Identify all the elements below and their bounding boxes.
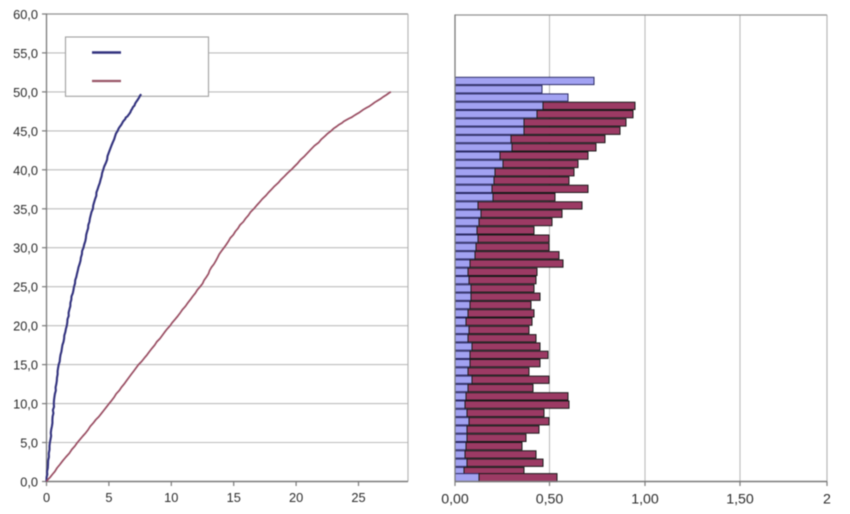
svg-text:0,00: 0,00 bbox=[441, 492, 469, 508]
svg-text:0,0: 0,0 bbox=[20, 475, 38, 490]
svg-text:35,0: 35,0 bbox=[13, 202, 38, 217]
svg-text:25,0: 25,0 bbox=[13, 280, 38, 295]
svg-text:5,0: 5,0 bbox=[20, 436, 38, 451]
svg-text:15,0: 15,0 bbox=[13, 358, 38, 373]
svg-text:30,0: 30,0 bbox=[13, 241, 38, 256]
svg-text:15: 15 bbox=[227, 490, 241, 505]
svg-text:55,0: 55,0 bbox=[13, 46, 38, 61]
svg-text:0,50: 0,50 bbox=[536, 492, 564, 508]
svg-text:50,0: 50,0 bbox=[13, 85, 38, 100]
svg-text:1,00: 1,00 bbox=[631, 492, 659, 508]
svg-text:0: 0 bbox=[43, 490, 50, 505]
svg-text:2: 2 bbox=[823, 492, 831, 508]
svg-text:20: 20 bbox=[289, 490, 303, 505]
svg-text:60,0: 60,0 bbox=[13, 7, 38, 22]
svg-text:45,0: 45,0 bbox=[13, 124, 38, 139]
svg-text:40,0: 40,0 bbox=[13, 163, 38, 178]
svg-text:5: 5 bbox=[105, 490, 112, 505]
svg-text:25: 25 bbox=[351, 490, 365, 505]
svg-text:20,0: 20,0 bbox=[13, 319, 38, 334]
svg-text:10: 10 bbox=[164, 490, 178, 505]
svg-text:10,0: 10,0 bbox=[13, 397, 38, 412]
svg-text:1,50: 1,50 bbox=[726, 492, 754, 508]
